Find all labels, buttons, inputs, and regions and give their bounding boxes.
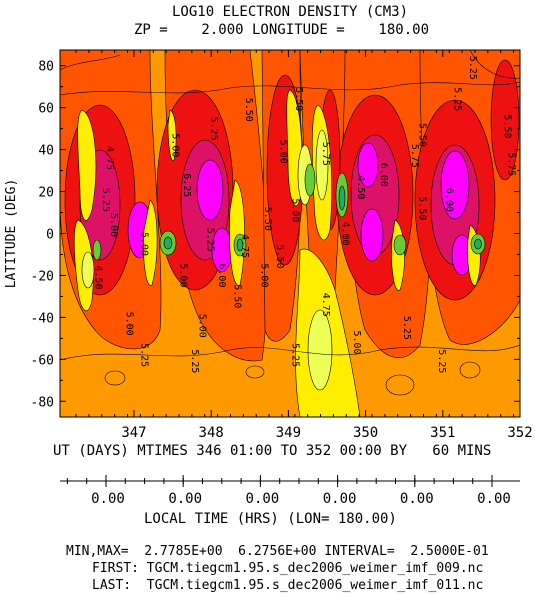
contour-label: 5.50 (274, 245, 285, 269)
contour-label: 5.25 (208, 117, 219, 141)
y-tick-label: 20 (38, 186, 54, 201)
x-tick-label: 348 (199, 425, 224, 441)
contour-label: 5.00 (258, 263, 269, 287)
contour-label: 5.25 (289, 343, 300, 367)
local-time-axis-label: LOCAL TIME (HRS) (LON= 180.00) (144, 511, 397, 527)
contour-label: 6.00 (444, 188, 455, 212)
contour-label: 5.50 (231, 284, 242, 308)
y-tick-label: -60 (31, 353, 54, 368)
local-time-tick-label: 0.00 (168, 491, 202, 507)
y-tick-label: -20 (31, 269, 54, 284)
contour-label: 5.00 (123, 312, 134, 336)
last-file-line: LAST: TGCM.tiegcm1.95.s_dec2006_weimer_i… (92, 578, 484, 593)
contour-label: 4.50 (92, 265, 103, 289)
y-axis-label: LATITUDE (DEG) (4, 179, 19, 289)
contour-label: 4.75 (239, 234, 250, 258)
contour-label: 5.50 (293, 87, 304, 111)
contour-label: 5.00 (139, 232, 150, 256)
local-time-tick-label: 0.00 (323, 491, 357, 507)
x-axis-label: UT (DAYS) MTIMES 346 01:00 TO 352 00:00 … (53, 443, 492, 459)
y-tick-label: 40 (38, 144, 54, 159)
contour-label: 5.75 (320, 142, 331, 166)
contour-label: 5.25 (189, 349, 200, 373)
contour-label: 5.25 (467, 56, 478, 80)
y-tick-label: -40 (31, 311, 54, 326)
x-tick-label: 347 (121, 425, 146, 441)
contour-labels: 5.255.255.505.505.50 5.505.255.00 5.755.00… (92, 56, 516, 374)
chart-axes: 80 60 40 20 0 -20 -40 -60 -80 LATITUDE (DEG) 347 34… (4, 50, 533, 507)
contour-label: 5.00 (278, 140, 289, 164)
contour-label: 5.00 (108, 213, 119, 237)
y-tick-label: 0 (46, 228, 54, 243)
stats-line: MIN,MAX= 2.7785E+00 6.2756E+00 INTERVAL=… (66, 544, 489, 559)
y-tick-label: 80 (38, 60, 54, 75)
contour-field (60, 50, 520, 417)
contour-label: 5.25 (401, 316, 412, 340)
local-time-tick-label: 0.00 (246, 491, 280, 507)
contour-label: 5.00 (351, 331, 362, 355)
contour-label: 5.50 (502, 114, 513, 138)
contour-label: 5.25 (451, 87, 462, 111)
contour-label: 5.25 (100, 188, 111, 212)
contour-label: 5.25 (139, 343, 150, 367)
contour-label: 5.50 (417, 196, 428, 220)
contour-label: 5.50 (417, 123, 428, 147)
x-tick-label: 351 (430, 425, 455, 441)
y-tick-label: 60 (38, 102, 54, 117)
local-time-tick-label: 0.00 (91, 491, 125, 507)
chart-subtitle: ZP = 2.000 LONGITUDE = 180.00 (134, 22, 430, 38)
contour-label: 4.75 (320, 293, 331, 317)
contour-label: 6.00 (378, 163, 389, 187)
contour-label: 5.00 (170, 133, 181, 157)
contour-label: 5.50 (243, 98, 254, 122)
contour-label: 5.00 (289, 198, 300, 222)
y-tick-label: -80 (31, 395, 54, 410)
x-tick-label: 352 (507, 425, 532, 441)
contour-label: 5.00 (197, 314, 208, 338)
contour-label: 5.75 (409, 144, 420, 168)
contour-label: 6.25 (181, 173, 192, 197)
contour-label: 5.25 (436, 349, 447, 373)
local-time-tick-label: 0.00 (400, 491, 434, 507)
local-time-tick-label: 0.00 (477, 491, 511, 507)
contour-label: 6.00 (216, 263, 227, 287)
contour-label: 5.00 (177, 263, 188, 287)
contour-label: 4.75 (104, 146, 115, 170)
contour-label: 5.75 (505, 152, 516, 176)
contour-label: 4.50 (355, 175, 366, 199)
x-tick-label: 349 (276, 425, 301, 441)
contour-label: 5.50 (262, 207, 273, 231)
first-file-line: FIRST: TGCM.tiegcm1.95.s_dec2006_weimer_… (92, 561, 484, 576)
contour-label: 4.00 (339, 221, 350, 245)
chart-title: LOG10 ELECTRON DENSITY (CM3) (172, 4, 409, 20)
contour-label: 5.25 (204, 228, 215, 252)
x-tick-label: 350 (353, 425, 378, 441)
